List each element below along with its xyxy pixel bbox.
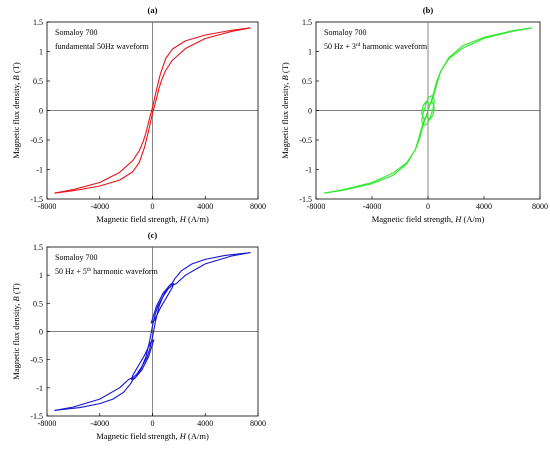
x-axis-symbol: H (454, 214, 462, 224)
panel-label: (b) (423, 5, 434, 15)
y-axis-label-text: Magnetic flux density, (11, 301, 21, 379)
y-tick-label: -1.5 (299, 195, 312, 204)
x-axis-label: Magnetic field strength, H (A/m) (372, 214, 485, 224)
y-tick-label: 1 (308, 48, 312, 57)
y-tick-label: -1 (305, 166, 312, 175)
y-axis-label-text: Magnetic flux density, (11, 80, 21, 158)
x-tick-label: 8000 (250, 419, 266, 428)
x-tick-label: 0 (426, 202, 430, 211)
x-tick-label: 4000 (197, 202, 213, 211)
y-tick-label: -1.5 (30, 412, 43, 421)
annotation-superscript: th (87, 267, 92, 273)
x-axis-unit: (A/m) (186, 431, 209, 441)
x-axis-label-text: Magnetic field strength, (372, 214, 456, 224)
x-tick-label: 8000 (532, 202, 548, 211)
y-tick-label: 0 (39, 107, 43, 116)
annotation-line: Somaloy 700 (324, 28, 366, 37)
annotation-line: 50 Hz + 3rd harmonic waveform (324, 42, 428, 51)
annotation-text: Somaloy 700 (55, 253, 97, 262)
y-tick-label: -0.5 (30, 356, 43, 365)
y-axis-label: Magnetic flux density, B (T) (11, 283, 21, 380)
y-axis-unit: (T) (280, 62, 290, 75)
x-tick-label: 0 (151, 202, 155, 211)
y-axis-symbol: B (11, 75, 21, 80)
x-tick-label: -4000 (90, 202, 109, 211)
chart-panel-b: -8000 -4000 0 4000 8000 -1.5 -1 -0.5 0 0.5 1 1.5 Mag… (280, 5, 548, 224)
x-axis-symbol: H (179, 431, 187, 441)
y-axis-label: Magnetic flux density, B (T) (11, 62, 21, 159)
x-tick-label: 4000 (197, 419, 213, 428)
series-line-3 (130, 339, 155, 380)
annotation-text-rest: harmonic waveform (91, 267, 158, 276)
y-tick-label: 0 (39, 328, 43, 337)
series-line-1 (323, 27, 533, 194)
y-tick-label: 1.5 (302, 18, 312, 27)
x-tick-label: -8000 (38, 202, 57, 211)
x-axis-label: Magnetic field strength, H (A/m) (96, 214, 209, 224)
series-line-0 (54, 27, 251, 194)
y-tick-label: -1 (36, 384, 43, 393)
x-axis-label: Magnetic field strength, H (A/m) (96, 431, 209, 441)
y-axis-label-text: Magnetic flux density, (280, 80, 290, 158)
y-axis-symbol: B (11, 296, 21, 301)
y-tick-label: 1 (39, 271, 43, 280)
y-axis-label: Magnetic flux density, B (T) (280, 62, 290, 159)
y-tick-label: 0.5 (302, 77, 312, 86)
x-tick-label: 4000 (476, 202, 492, 211)
y-tick-label: -1.5 (30, 195, 43, 204)
y-tick-label: -1 (36, 166, 43, 175)
chart-panel-a: -8000 -4000 0 4000 8000 -1.5 -1 -0.5 0 0.5 1 1.5 Mag… (11, 5, 266, 224)
y-tick-label: 0.5 (33, 77, 43, 86)
y-tick-label: 1.5 (33, 18, 43, 27)
x-tick-label: -8000 (38, 419, 57, 428)
panel-label: (a) (148, 5, 158, 15)
y-tick-label: -0.5 (30, 136, 43, 145)
chart-panel-c: -8000 -4000 0 4000 8000 -1.5 -1 -0.5 0 0.5 1 1.5 Mag… (11, 230, 266, 441)
annotation-text: Somaloy 700 (55, 28, 97, 37)
annotation-text: 50 Hz + 3 (324, 42, 356, 51)
annotation-text: fundamental 50Hz waveform (55, 42, 150, 51)
annotation-text-rest: harmonic waveform (360, 42, 427, 51)
annotation-line: Somaloy 700 (55, 253, 97, 262)
x-tick-label: -4000 (363, 202, 382, 211)
annotation-line: fundamental 50Hz waveform (55, 42, 150, 51)
annotation-line: Somaloy 700 (55, 28, 97, 37)
x-axis-unit: (A/m) (461, 214, 484, 224)
series-line-3 (421, 101, 435, 120)
annotation-text: Somaloy 700 (324, 28, 366, 37)
annotation-text: 50 Hz + 5 (55, 267, 87, 276)
series-line-2 (421, 95, 435, 126)
y-axis-symbol: B (280, 75, 290, 80)
series-line-2 (150, 283, 175, 324)
y-tick-label: 1 (39, 48, 43, 57)
y-axis-unit: (T) (11, 62, 21, 75)
panel-label: (c) (148, 230, 158, 240)
x-axis-label-text: Magnetic field strength, (96, 431, 180, 441)
annotation-line: 50 Hz + 5th harmonic waveform (55, 267, 159, 276)
y-tick-label: -0.5 (299, 136, 312, 145)
series-line-1 (54, 252, 251, 411)
y-tick-label: 1.5 (33, 243, 43, 252)
annotation-superscript: rd (356, 42, 361, 48)
x-tick-label: -4000 (90, 419, 109, 428)
x-tick-label: 0 (151, 419, 155, 428)
series-line-0 (54, 252, 251, 411)
y-tick-label: 0.5 (33, 299, 43, 308)
x-axis-symbol: H (179, 214, 187, 224)
x-tick-label: -8000 (307, 202, 326, 211)
y-tick-label: 0 (308, 107, 312, 116)
x-axis-unit: (A/m) (186, 214, 209, 224)
x-tick-label: 8000 (250, 202, 266, 211)
series-line-1 (54, 27, 251, 194)
x-axis-label-text: Magnetic field strength, (96, 214, 180, 224)
y-axis-unit: (T) (11, 283, 21, 296)
